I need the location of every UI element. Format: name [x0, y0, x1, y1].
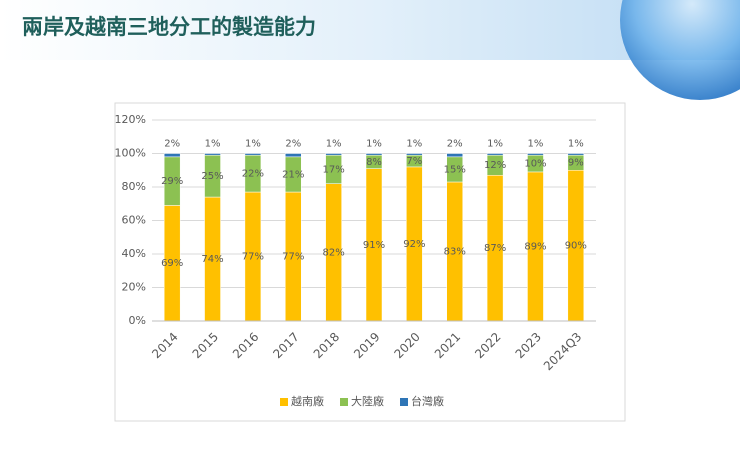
header-band: [0, 0, 740, 60]
value-label: 1%: [487, 139, 503, 150]
value-label: 90%: [565, 241, 587, 252]
value-label: 77%: [282, 252, 304, 263]
legend-label: 大陸廠: [351, 394, 384, 408]
value-label: 2%: [164, 139, 180, 150]
y-tick-label: 60%: [122, 214, 146, 227]
bar-segment: [244, 153, 262, 156]
value-label: 7%: [406, 156, 422, 167]
slide-title: 兩岸及越南三地分工的製造能力: [22, 15, 316, 39]
bar-segment: [365, 153, 383, 156]
value-label: 29%: [161, 176, 183, 187]
bar-segment: [325, 153, 342, 156]
bar-segment: [446, 153, 463, 158]
value-label: 1%: [326, 139, 342, 150]
value-label: 2%: [285, 139, 301, 150]
y-tick-label: 20%: [122, 281, 146, 294]
value-label: 1%: [406, 139, 422, 150]
globe-decoration: [620, 0, 740, 100]
value-label: 22%: [242, 169, 264, 180]
value-label: 1%: [528, 139, 544, 150]
bar-segment: [406, 153, 423, 156]
value-label: 17%: [323, 164, 345, 175]
value-label: 12%: [484, 160, 506, 171]
bar-segment: [204, 153, 221, 156]
value-label: 2%: [447, 139, 463, 150]
value-label: 8%: [366, 157, 382, 168]
y-tick-label: 40%: [122, 247, 146, 260]
value-label: 1%: [205, 139, 221, 150]
bar-segment: [486, 153, 504, 156]
value-label: 91%: [363, 240, 385, 251]
y-tick-label: 0%: [129, 314, 146, 327]
bar-segment: [527, 153, 544, 156]
bar-segment: [163, 153, 181, 158]
value-label: 25%: [201, 171, 223, 182]
bar-segment: [285, 153, 302, 158]
y-tick-label: 80%: [122, 180, 146, 193]
legend-swatch: [340, 398, 348, 406]
value-label: 1%: [568, 139, 584, 150]
value-label: 83%: [444, 246, 466, 257]
value-label: 77%: [242, 252, 264, 263]
legend-label: 越南廠: [291, 394, 324, 408]
value-label: 92%: [403, 239, 425, 250]
y-tick-label: 120%: [115, 113, 146, 126]
legend-swatch: [280, 398, 288, 406]
value-label: 1%: [366, 139, 382, 150]
value-label: 69%: [161, 258, 183, 269]
value-label: 82%: [323, 247, 345, 258]
bar-segment: [567, 153, 585, 156]
value-label: 89%: [524, 241, 546, 252]
value-label: 21%: [282, 169, 304, 180]
value-label: 15%: [444, 164, 466, 175]
value-label: 87%: [484, 243, 506, 254]
value-label: 10%: [524, 159, 546, 170]
legend-label: 台灣廠: [411, 394, 444, 408]
y-tick-label: 100%: [115, 147, 146, 160]
legend-swatch: [400, 398, 408, 406]
value-label: 1%: [245, 139, 261, 150]
value-label: 74%: [201, 254, 223, 265]
value-label: 9%: [568, 158, 584, 169]
